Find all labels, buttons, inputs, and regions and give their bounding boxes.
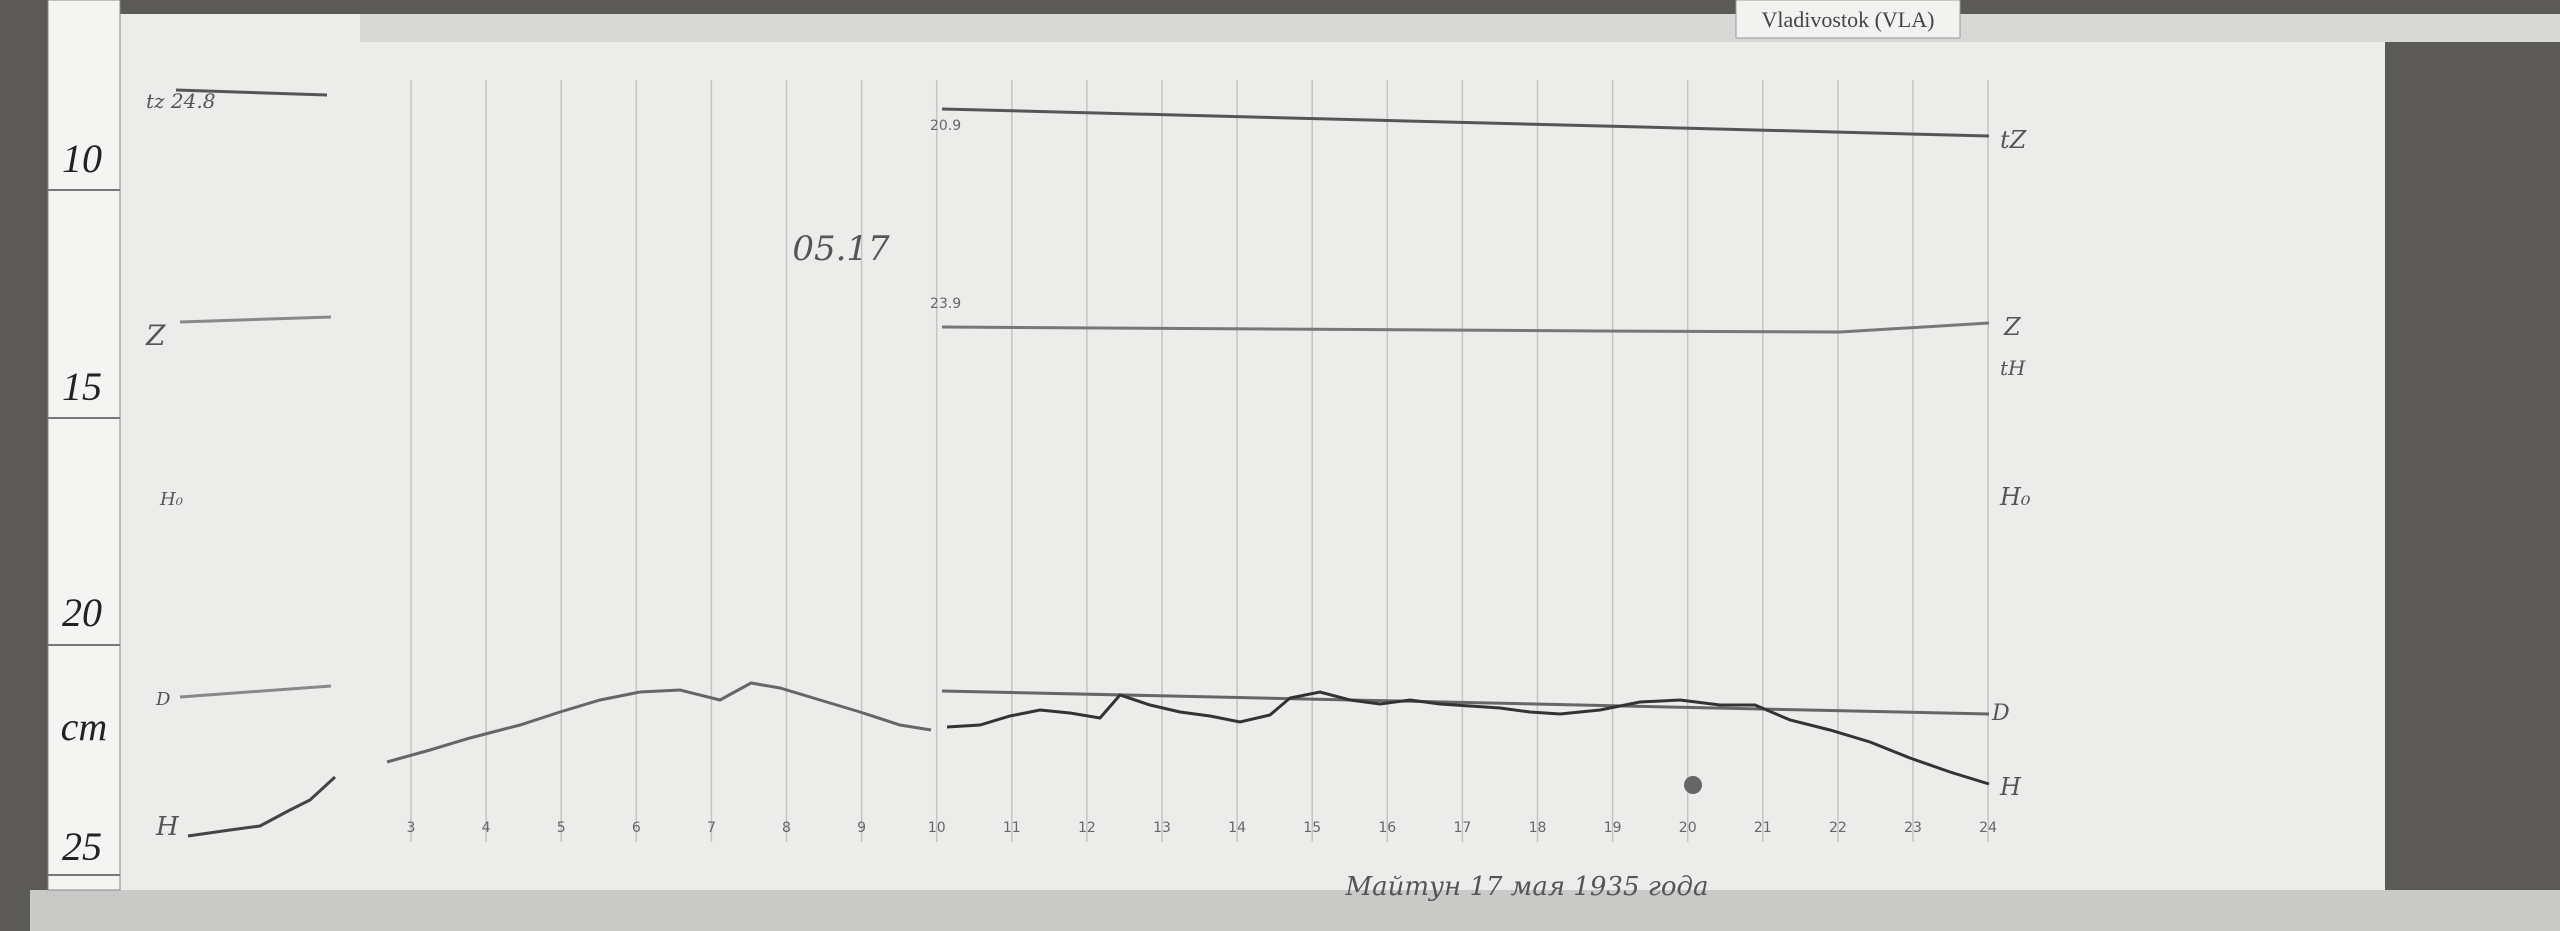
right-label: Z xyxy=(2003,313,2022,341)
hour-label: 12 xyxy=(1078,820,1096,836)
hour-label: 9 xyxy=(857,820,866,836)
hour-label: 10 xyxy=(928,820,946,836)
hour-label: 4 xyxy=(482,820,491,836)
hour-label: 18 xyxy=(1529,820,1547,836)
left-label: H xyxy=(155,812,180,842)
tz-line xyxy=(941,107,1990,138)
left-label: D xyxy=(155,689,171,710)
h-trace-mid xyxy=(386,681,932,764)
baseline-value: 20.9 xyxy=(930,118,961,134)
hour-label: 20 xyxy=(1679,820,1697,836)
hour-label: 15 xyxy=(1303,820,1321,836)
hour-label: 7 xyxy=(707,820,716,836)
hour-label: 21 xyxy=(1754,820,1772,836)
ruler-label: 20 xyxy=(62,590,102,635)
ruler-ticks xyxy=(48,189,120,876)
traces xyxy=(175,88,1990,838)
z-line xyxy=(941,321,1990,334)
station-label-box xyxy=(1735,0,1961,39)
tz-line-left xyxy=(175,88,328,97)
date-note: 05.17 xyxy=(792,229,890,269)
d-line-left xyxy=(179,684,332,699)
left-label: H₀ xyxy=(159,489,183,510)
top-strip xyxy=(360,14,2560,42)
right-label: H₀ xyxy=(1999,483,2031,511)
hour-label: 23 xyxy=(1904,820,1922,836)
hour-grid xyxy=(410,80,1989,842)
z-line-left xyxy=(179,315,332,324)
ruler-unit: cm xyxy=(61,704,108,749)
hour-label: 8 xyxy=(782,820,791,836)
right-label: D xyxy=(1991,701,2010,726)
station-label: Vladivostok (VLA) xyxy=(1762,7,1935,32)
ruler-label: 25 xyxy=(62,824,102,869)
paper xyxy=(120,14,2385,904)
h-trace-left xyxy=(187,775,337,838)
h-trace xyxy=(946,690,1990,786)
ruler-label: 10 xyxy=(62,136,102,181)
ruler-label: 15 xyxy=(62,364,102,409)
bottom-strip xyxy=(30,890,2560,931)
hour-label: 19 xyxy=(1604,820,1622,836)
hour-label: 13 xyxy=(1153,820,1171,836)
ink-spot xyxy=(1684,776,1702,794)
caption: Майтун 17 мая 1935 года xyxy=(1344,872,1708,902)
right-label: H xyxy=(1999,773,2022,801)
left-label: tz 24.8 xyxy=(146,89,215,113)
hour-label: 14 xyxy=(1228,820,1246,836)
hour-label: 11 xyxy=(1003,820,1021,836)
d-line xyxy=(941,689,1990,716)
ruler xyxy=(47,0,121,891)
hour-label: 17 xyxy=(1453,820,1471,836)
left-label: Z xyxy=(145,319,166,352)
right-label: tZ xyxy=(2000,126,2028,154)
baseline-value: 23.9 xyxy=(930,296,961,312)
hour-label: 24 xyxy=(1979,820,1997,836)
hour-label: 16 xyxy=(1378,820,1396,836)
hour-label: 5 xyxy=(557,820,566,836)
hour-label: 3 xyxy=(407,820,416,836)
hour-label: 6 xyxy=(632,820,641,836)
hour-label: 22 xyxy=(1829,820,1847,836)
right-label: tH xyxy=(2000,356,2026,380)
hour-labels: 3 4 5 6 7 8 9 10 11 12 13 14 15 16 17 18 19 20 21 22 23 24 xyxy=(407,820,1998,836)
